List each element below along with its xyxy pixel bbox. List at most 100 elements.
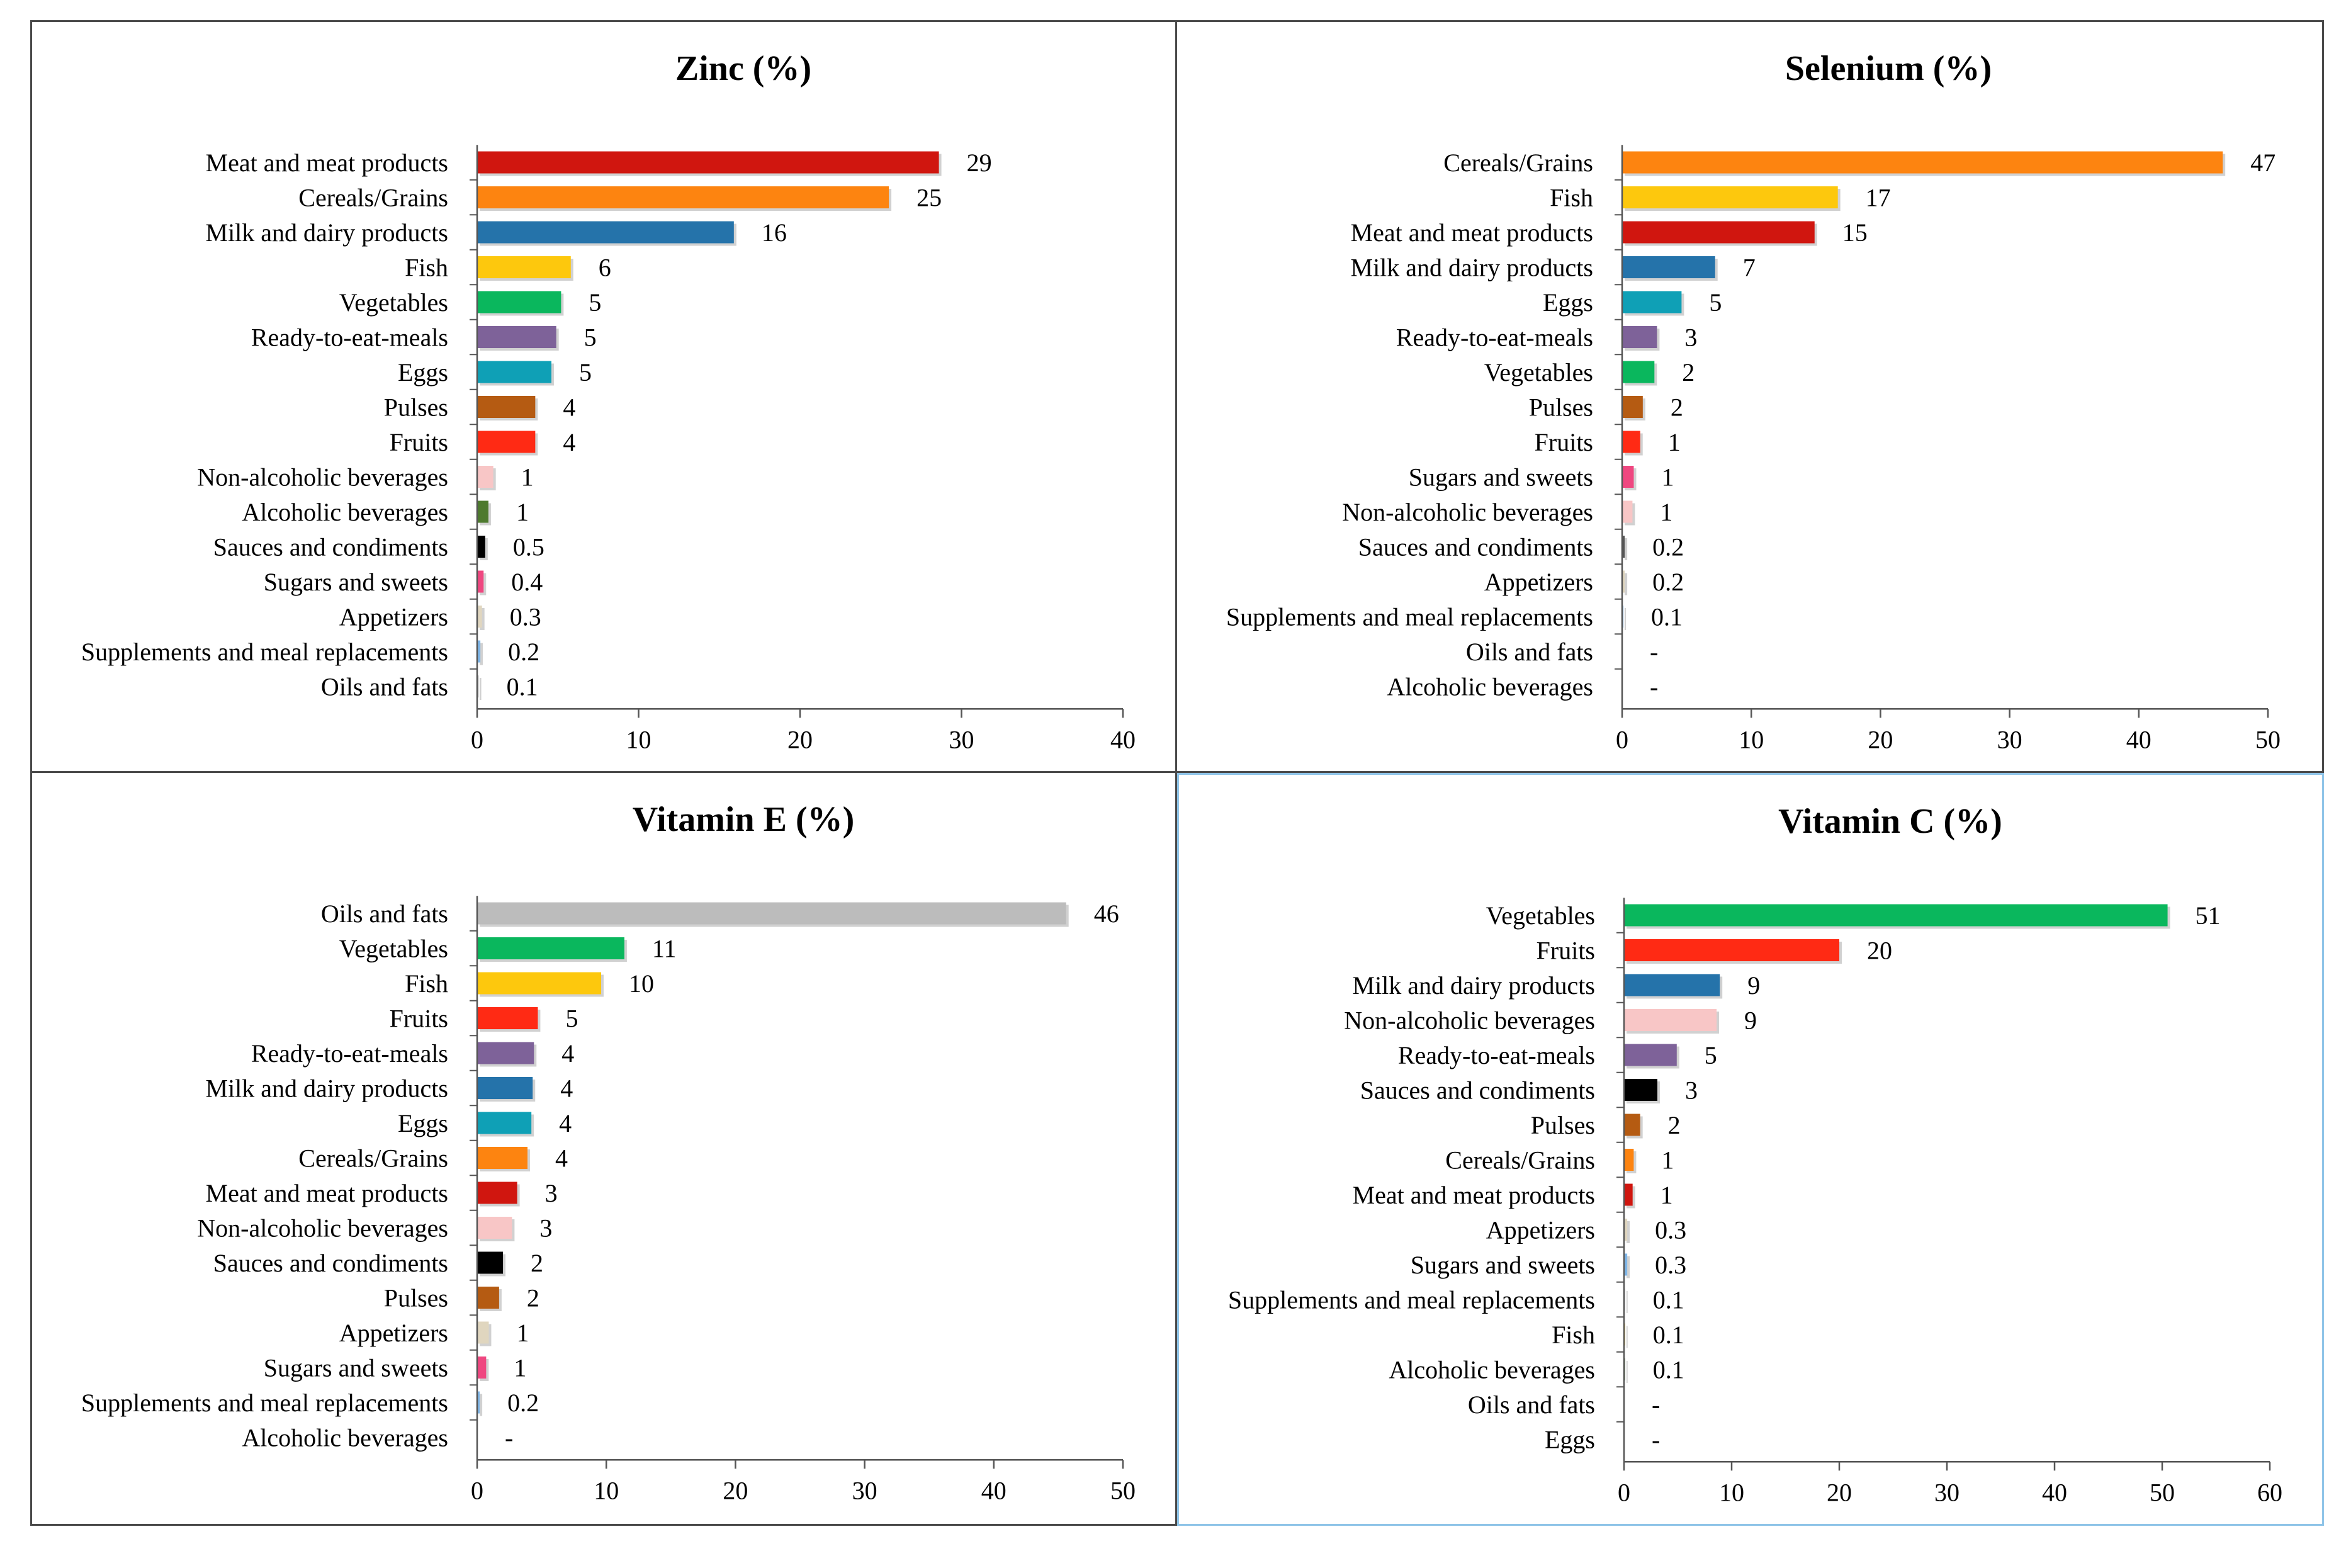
selenium-bar: [1622, 466, 1634, 488]
zinc-bar: [477, 221, 734, 244]
zinc-x-tick-label: 20: [787, 725, 813, 753]
selenium-value-label: -: [1650, 673, 1658, 701]
vitamin-e-bar-shadow: [480, 1394, 483, 1416]
vitamin-c-x-tick-label: 60: [2257, 1478, 2282, 1506]
vitamin-e-category-label: Meat and meat products: [206, 1179, 448, 1207]
selenium-category-label: Alcoholic beverages: [1387, 673, 1593, 701]
selenium-chart-title: Selenium (%): [1785, 49, 1992, 88]
zinc-category-label: Ready-to-eat-meals: [251, 324, 448, 352]
vitamin-e-chart-title: Vitamin E (%): [633, 800, 855, 839]
vitamin-e-value-label: 10: [629, 969, 654, 998]
selenium-bar: [1622, 186, 1838, 208]
vitamin-e-x-tick-label: 40: [981, 1476, 1007, 1504]
vitamin-c-value-label: 20: [1867, 937, 1892, 965]
vitamin-e-bar: [477, 1007, 538, 1029]
vitamin-c-bar-shadow: [1627, 1326, 1628, 1348]
vitamin-e-category-label: Milk and dairy products: [206, 1074, 449, 1103]
zinc-x-tick-label: 40: [1110, 725, 1136, 753]
zinc-x-tick-label: 10: [626, 725, 651, 753]
vitamin-c-category-label: Fruits: [1537, 937, 1595, 965]
vitamin-c-bar: [1624, 939, 1839, 961]
vitamin-e-bar: [477, 1147, 528, 1169]
vitamin-c-x-tick-label: 0: [1618, 1478, 1630, 1506]
vitamin-e-value-label: 3: [545, 1179, 558, 1207]
selenium-category-label: Milk and dairy products: [1351, 254, 1594, 282]
selenium-bar: [1622, 570, 1625, 593]
selenium-bar-shadow: [1625, 608, 1627, 630]
vitamin-c-bar: [1624, 974, 1720, 996]
vitamin-e-value-label: 2: [531, 1249, 543, 1277]
vitamin-c-value-label: -: [1652, 1426, 1660, 1454]
vitamin-e-bar: [477, 1321, 489, 1344]
zinc-value-label: 1: [521, 463, 534, 492]
selenium-value-label: 3: [1684, 324, 1697, 352]
vitamin-e-value-label: 0.2: [507, 1389, 539, 1417]
vitamin-c-value-label: 1: [1661, 1146, 1674, 1175]
vitamin-c-value-label: 3: [1685, 1076, 1698, 1105]
vitamin-e-bar: [477, 1042, 534, 1064]
zinc-bar: [477, 326, 556, 348]
vitamin-c-bar: [1624, 1149, 1634, 1171]
vitamin-e-category-label: Sugars and sweets: [264, 1354, 448, 1382]
selenium-x-tick-label: 20: [1868, 725, 1893, 753]
selenium-category-label: Pulses: [1529, 393, 1593, 422]
vitamin-e-value-label: 2: [527, 1284, 539, 1312]
vitamin-e-value-label: 11: [652, 935, 677, 963]
vitamin-c-category-label: Supplements and meal replacements: [1228, 1286, 1595, 1314]
vitamin-e-x-tick-label: 30: [852, 1476, 877, 1504]
vitamin-c-category-label: Pulses: [1531, 1111, 1595, 1139]
vitamin-c-x-tick-label: 30: [1934, 1478, 1960, 1506]
zinc-category-label: Appetizers: [339, 603, 448, 631]
zinc-value-label: 0.5: [513, 533, 544, 561]
vitamin-c-category-label: Appetizers: [1486, 1216, 1595, 1244]
zinc-bar: [477, 151, 939, 174]
vitamin-e-category-label: Eggs: [398, 1109, 448, 1137]
zinc-bar: [477, 536, 485, 558]
vitamin-e-category-label: Appetizers: [339, 1319, 448, 1347]
zinc-bar: [477, 606, 482, 628]
zinc-category-label: Pulses: [384, 393, 448, 422]
selenium-bar: [1622, 396, 1643, 418]
vitamin-e-bar: [477, 1287, 499, 1309]
selenium-category-label: Fruits: [1535, 428, 1593, 456]
zinc-category-label: Supplements and meal replacements: [81, 638, 448, 666]
vitamin-e-category-label: Vegetables: [339, 935, 448, 963]
selenium-value-label: 1: [1668, 428, 1681, 456]
zinc-category-label: Cereals/Grains: [298, 184, 448, 212]
vitamin-e-value-label: 5: [565, 1005, 578, 1033]
vitamin-e-category-label: Cereals/Grains: [298, 1144, 448, 1173]
vitamin-e-value-label: 4: [560, 1074, 573, 1103]
vitamin-e-value-label: 4: [555, 1144, 568, 1173]
selenium-bar: [1622, 431, 1640, 453]
vitamin-e-category-label: Pulses: [384, 1284, 448, 1312]
zinc-value-label: 0.2: [508, 638, 539, 666]
zinc-value-label: 0.1: [507, 673, 538, 701]
zinc-category-label: Milk and dairy products: [206, 218, 449, 247]
zinc-value-label: 4: [563, 428, 575, 456]
vitamin-c-category-label: Vegetables: [1486, 901, 1595, 930]
selenium-bar: [1622, 221, 1815, 244]
selenium-category-label: Vegetables: [1484, 358, 1593, 386]
vitamin-e-value-label: 1: [514, 1354, 526, 1382]
zinc-bar: [477, 640, 481, 663]
vitamin-c-value-label: 51: [2196, 901, 2221, 930]
selenium-value-label: 5: [1709, 288, 1722, 317]
zinc-category-label: Fish: [405, 254, 448, 282]
zinc-category-label: Vegetables: [339, 288, 448, 317]
vitamin-c-category-label: Non-alcoholic beverages: [1344, 1007, 1595, 1035]
zinc-category-label: Meat and meat products: [206, 149, 448, 177]
zinc-chart-panel: Zinc (%) Meat and meat products 29 Cereals/…: [30, 20, 1177, 773]
selenium-bar: [1622, 256, 1715, 278]
zinc-category-label: Sugars and sweets: [264, 568, 448, 596]
zinc-category-label: Fruits: [390, 428, 448, 456]
zinc-category-label: Alcoholic beverages: [242, 498, 448, 526]
selenium-value-label: -: [1650, 638, 1658, 666]
zinc-category-label: Eggs: [398, 358, 448, 386]
vitamin-c-bar: [1624, 1114, 1640, 1136]
vitamin-c-category-label: Meat and meat products: [1353, 1181, 1595, 1209]
zinc-bar-shadow: [480, 643, 483, 665]
selenium-bar: [1622, 151, 2223, 174]
selenium-bar-shadow: [1625, 538, 1628, 560]
vitamin-c-category-label: Fish: [1552, 1321, 1595, 1349]
